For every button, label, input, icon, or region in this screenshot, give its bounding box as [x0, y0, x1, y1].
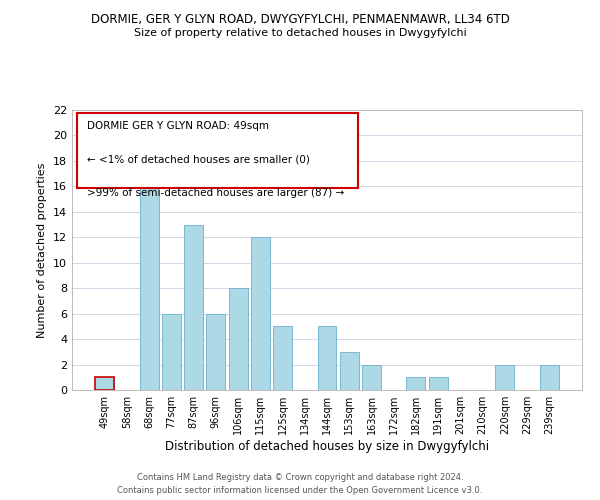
Text: ← <1% of detached houses are smaller (0): ← <1% of detached houses are smaller (0) — [88, 155, 310, 165]
Y-axis label: Number of detached properties: Number of detached properties — [37, 162, 47, 338]
X-axis label: Distribution of detached houses by size in Dwygyfylchi: Distribution of detached houses by size … — [165, 440, 489, 453]
Bar — [340, 352, 359, 390]
Text: >99% of semi-detached houses are larger (87) →: >99% of semi-detached houses are larger … — [88, 188, 344, 198]
Text: Size of property relative to detached houses in Dwygyfylchi: Size of property relative to detached ho… — [134, 28, 466, 38]
Bar — [406, 378, 425, 390]
Bar — [429, 378, 448, 390]
Bar — [184, 224, 203, 390]
Bar — [229, 288, 248, 390]
Bar — [95, 378, 114, 390]
Bar — [273, 326, 292, 390]
Bar — [540, 364, 559, 390]
Text: DORMIE GER Y GLYN ROAD: 49sqm: DORMIE GER Y GLYN ROAD: 49sqm — [88, 121, 269, 131]
Bar — [317, 326, 337, 390]
Text: Contains HM Land Registry data © Crown copyright and database right 2024.: Contains HM Land Registry data © Crown c… — [137, 472, 463, 482]
Bar — [162, 314, 181, 390]
FancyBboxPatch shape — [77, 113, 358, 188]
Text: Contains public sector information licensed under the Open Government Licence v3: Contains public sector information licen… — [118, 486, 482, 495]
Bar — [95, 378, 114, 390]
Text: DORMIE, GER Y GLYN ROAD, DWYGYFYLCHI, PENMAENMAWR, LL34 6TD: DORMIE, GER Y GLYN ROAD, DWYGYFYLCHI, PE… — [91, 12, 509, 26]
Bar — [251, 238, 270, 390]
Bar — [140, 161, 158, 390]
Bar — [362, 364, 381, 390]
Bar — [206, 314, 225, 390]
Bar — [496, 364, 514, 390]
